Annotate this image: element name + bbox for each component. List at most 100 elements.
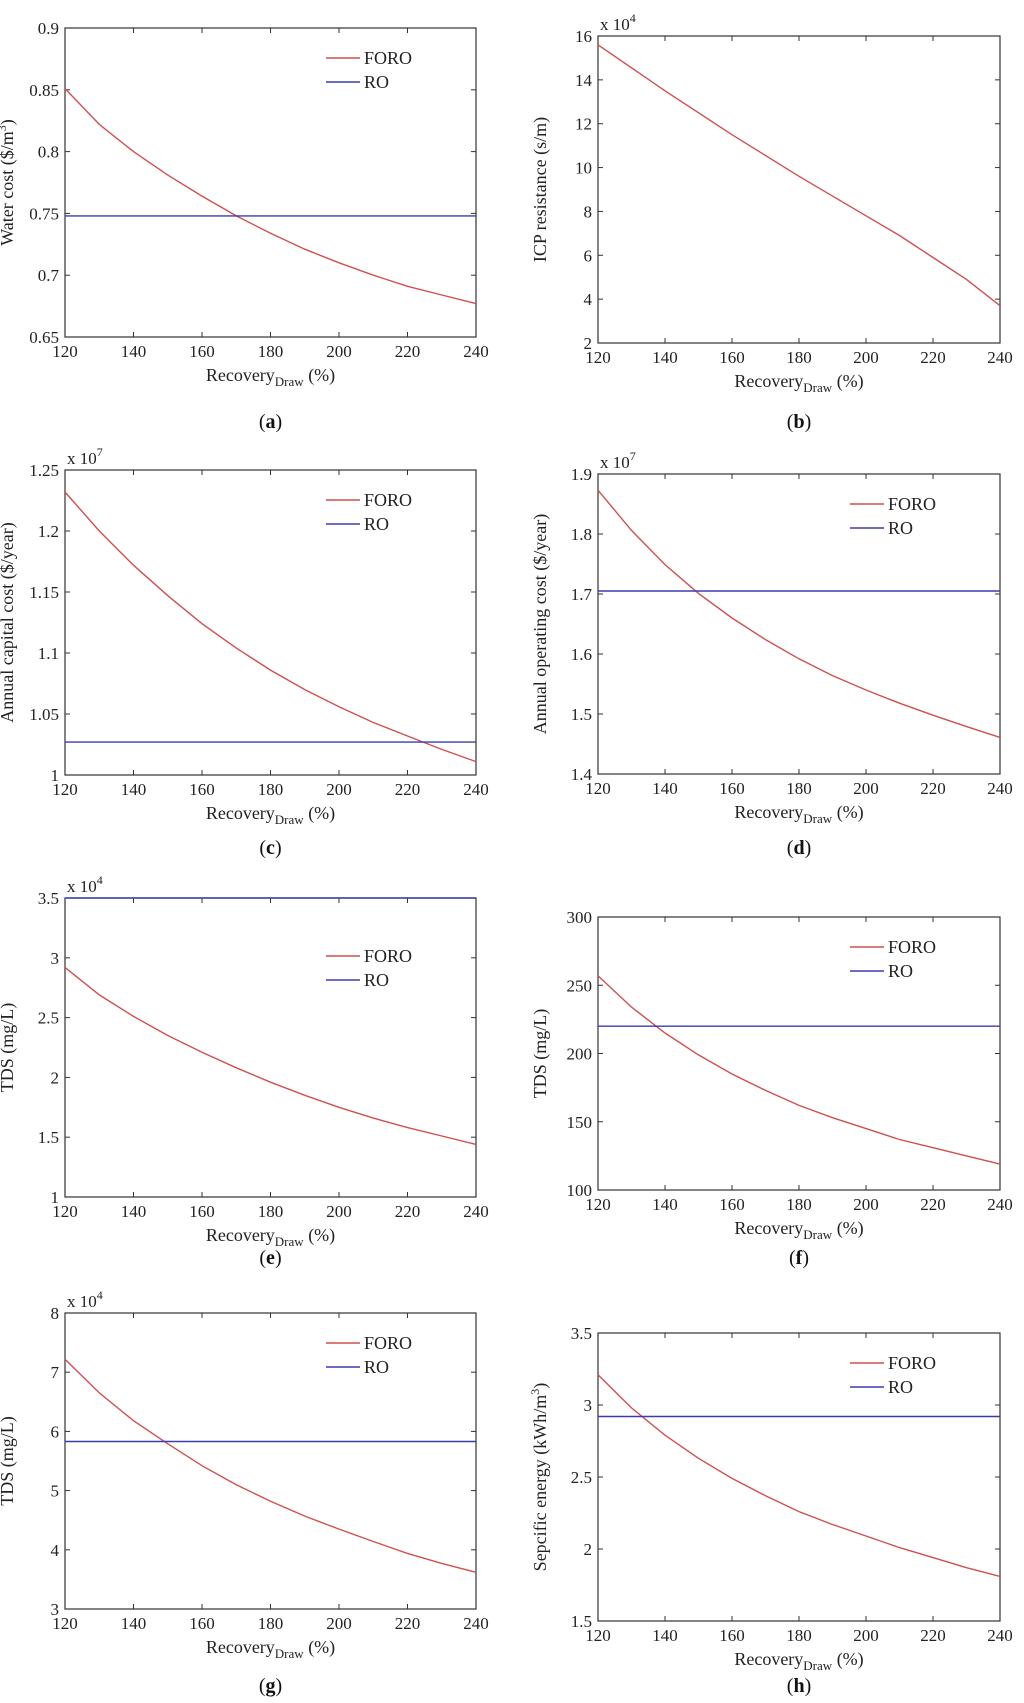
plot-frame (64, 897, 477, 1198)
caption-letter: d (793, 837, 804, 859)
y-tick-label: 4 (51, 1541, 60, 1560)
x-tick-label: 180 (258, 1202, 284, 1221)
caption-paren-open: ( (787, 837, 794, 859)
series-line-foro (64, 88, 477, 305)
x-axis-label-main: Recovery (206, 1637, 275, 1657)
x-tick-label: 240 (987, 1195, 1013, 1214)
axis-multiplier: x 107 (67, 445, 103, 468)
caption-paren-open: ( (259, 411, 266, 433)
y-axis-label-main: Sepcific energy (kWh/m (530, 1395, 551, 1572)
y-tick-label: 3.5 (38, 889, 59, 908)
panel-caption: (d) (787, 837, 811, 859)
x-axis-label-unit: (%) (832, 802, 863, 823)
x-tick-label: 240 (987, 1626, 1013, 1645)
x-tick-label: 220 (395, 780, 421, 799)
caption-paren-open: ( (787, 411, 794, 433)
x-axis-label-unit: (%) (832, 371, 863, 392)
x-tick-label: 240 (463, 780, 489, 799)
legend-label-ro: RO (888, 961, 913, 981)
y-tick-label: 2.5 (38, 1009, 59, 1028)
caption-paren-close: ) (805, 1675, 812, 1697)
x-tick-label: 200 (853, 779, 879, 798)
legend-label-foro: FORO (888, 937, 936, 957)
series-line-foro (64, 1358, 477, 1573)
y-tick-label: 250 (567, 976, 593, 995)
x-tick-label: 140 (121, 1202, 147, 1221)
x-axis-label-sub: Draw (803, 1658, 832, 1673)
y-tick-label: 10 (575, 159, 592, 178)
x-axis-label-sub: Draw (803, 1227, 832, 1242)
panel-caption: (f) (789, 1247, 809, 1269)
x-tick-label: 220 (920, 348, 946, 367)
y-axis-label-main: Water cost ($/m (0, 131, 18, 246)
caption-paren-open: ( (259, 1675, 266, 1697)
y-tick-label: 300 (567, 908, 593, 927)
x-tick-label: 180 (258, 780, 284, 799)
x-axis-label-sub: Draw (803, 811, 832, 826)
axis-multiplier: x 104 (600, 11, 636, 34)
y-tick-label: 3 (51, 1600, 60, 1619)
panel-caption: (h) (787, 1675, 811, 1697)
caption-paren-close: ) (275, 837, 282, 859)
x-tick-label: 240 (463, 1614, 489, 1633)
legend-label-ro: RO (364, 72, 389, 92)
caption-paren-close: ) (276, 1675, 283, 1697)
x-axis-label-unit: (%) (304, 803, 335, 824)
x-tick-label: 120 (585, 348, 611, 367)
x-tick-label: 200 (853, 1195, 879, 1214)
y-axis-label: TDS (mg/L) (0, 1003, 18, 1093)
y-axis-label-main: TDS (mg/L) (0, 1003, 18, 1093)
x-tick-label: 240 (987, 779, 1013, 798)
y-axis-label-main: Annual operating cost ($/year) (530, 514, 551, 734)
x-tick-label: 140 (652, 1195, 678, 1214)
legend-label-foro: FORO (364, 490, 412, 510)
x-axis-label-main: Recovery (734, 371, 803, 391)
y-tick-label: 2.5 (571, 1468, 592, 1487)
x-tick-label: 180 (258, 342, 284, 361)
panel-d: 120 140 160 180 200 220 240 1.4 1.5 1.6 1.7 1.8 1.9 x… (530, 449, 1013, 859)
x-tick-label: 120 (52, 342, 78, 361)
x-axis-label-sub: Draw (275, 1234, 304, 1249)
axis-multiplier: x 107 (600, 449, 636, 472)
x-tick-label: 180 (786, 1195, 812, 1214)
y-tick-label: 1.25 (29, 461, 59, 480)
panel-caption: (c) (259, 837, 281, 859)
caption-paren-close: ) (805, 837, 812, 859)
multiplier-exponent: 4 (97, 1288, 103, 1302)
x-axis-label: RecoveryDraw (%) (734, 802, 863, 826)
x-tick-label: 140 (121, 1614, 147, 1633)
y-tick-label: 0.9 (38, 19, 59, 38)
x-tick-label: 140 (652, 779, 678, 798)
y-tick-label: 7 (51, 1363, 60, 1382)
legend-label-ro: RO (888, 518, 913, 538)
x-tick-label: 200 (326, 780, 352, 799)
caption-letter: h (793, 1675, 804, 1697)
y-tick-label: 5 (51, 1482, 60, 1501)
y-tick-label: 8 (584, 202, 593, 221)
x-tick-label: 180 (786, 348, 812, 367)
y-tick-label: 2 (584, 334, 593, 353)
y-axis-label-main: ICP resistance (s/m) (530, 117, 551, 262)
x-axis-label-sub: Draw (275, 812, 304, 827)
x-tick-label: 140 (652, 348, 678, 367)
x-tick-label: 220 (395, 1614, 421, 1633)
panel-f: 120 140 160 180 200 220 240 100 150 200 250 300 Reco… (530, 908, 1013, 1269)
y-tick-label: 2 (51, 1068, 60, 1087)
y-tick-label: 1.5 (38, 1128, 59, 1147)
x-tick-label: 180 (786, 779, 812, 798)
x-tick-label: 220 (920, 1626, 946, 1645)
x-axis-label-main: Recovery (206, 1225, 275, 1245)
x-tick-label: 160 (719, 1195, 745, 1214)
y-axis-label: ICP resistance (s/m) (530, 117, 551, 262)
y-tick-label: 16 (575, 27, 592, 46)
x-tick-label: 160 (719, 1626, 745, 1645)
plot-frame (597, 473, 1001, 775)
x-axis-label-main: Recovery (206, 365, 275, 385)
caption-paren-close: ) (805, 411, 812, 433)
x-tick-label: 220 (920, 1195, 946, 1214)
y-tick-label: 8 (51, 1304, 60, 1323)
x-tick-label: 160 (189, 1202, 215, 1221)
multiplier-exponent: 7 (97, 445, 103, 459)
x-tick-label: 120 (52, 780, 78, 799)
x-tick-label: 240 (987, 348, 1013, 367)
